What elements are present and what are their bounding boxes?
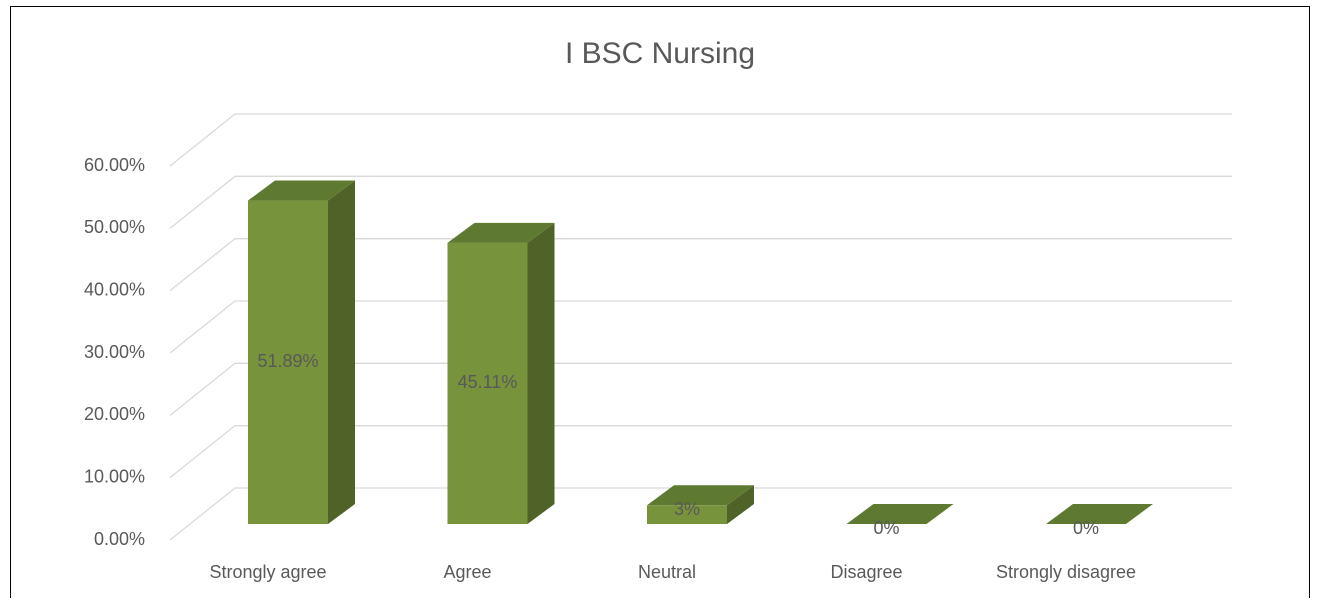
bar-side [727, 485, 754, 524]
y-tick-label: 30.00% [84, 342, 145, 362]
bar [248, 180, 355, 524]
x-tick-label: Neutral [638, 562, 696, 582]
x-tick-label: Strongly agree [209, 562, 326, 582]
grid-line [169, 113, 1232, 167]
y-tick-label: 40.00% [84, 279, 145, 299]
bar-top [1046, 504, 1153, 524]
grid-line [169, 425, 1232, 479]
y-tick-label: 50.00% [84, 217, 145, 237]
data-label: 3% [674, 499, 700, 519]
y-tick-label: 20.00% [84, 404, 145, 424]
bar-top [248, 180, 355, 201]
bar [1046, 504, 1153, 524]
bar-side [527, 222, 555, 524]
grid-line [169, 487, 1232, 541]
grid-line [169, 175, 1232, 229]
grid-line [169, 362, 1232, 416]
bar [846, 504, 954, 524]
bar-front [647, 505, 727, 524]
bar [447, 222, 555, 524]
data-label: 51.89% [257, 351, 318, 371]
bar-top [647, 485, 754, 506]
data-label: 0% [873, 518, 899, 538]
bar-top [846, 504, 954, 524]
y-tick-label: 10.00% [84, 466, 145, 486]
y-tick-label: 0.00% [94, 529, 145, 549]
chart-title: I BSC Nursing [565, 37, 755, 70]
bar-front [248, 200, 328, 524]
grid-line [169, 238, 1232, 292]
x-tick-label: Disagree [830, 562, 902, 582]
y-tick-label: 60.00% [84, 155, 145, 175]
x-tick-label: Agree [443, 562, 491, 582]
data-label: 0% [1073, 518, 1099, 538]
grid-line [169, 300, 1232, 354]
bar-side [328, 180, 355, 524]
bar-top [447, 222, 555, 243]
data-label: 45.11% [458, 372, 518, 392]
bar-front [447, 242, 528, 524]
bar [647, 485, 754, 524]
x-tick-label: Strongly disagree [996, 562, 1136, 582]
